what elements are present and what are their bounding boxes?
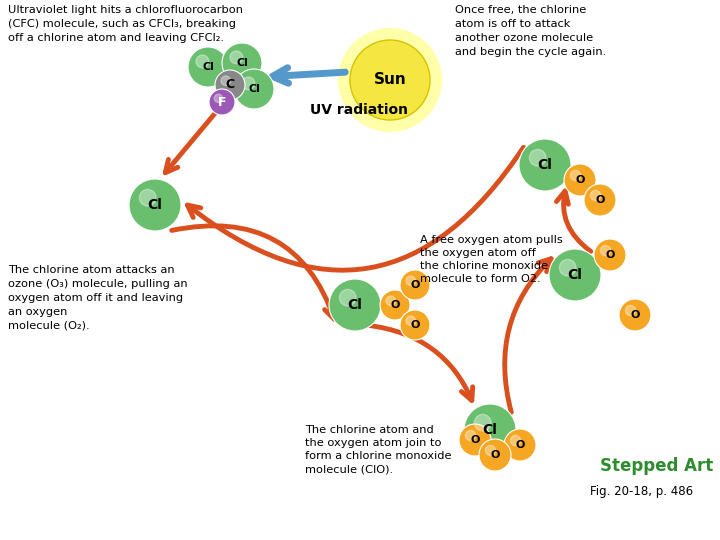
Text: Fig. 20-18, p. 486: Fig. 20-18, p. 486 [590,485,693,498]
Text: molecule to form O2.: molecule to form O2. [420,274,541,284]
Circle shape [464,404,516,456]
Circle shape [479,439,511,471]
Circle shape [196,55,209,68]
Circle shape [188,47,228,87]
Circle shape [559,259,576,276]
Text: Sun: Sun [374,72,406,87]
Text: UV radiation: UV radiation [310,103,408,117]
Circle shape [406,276,415,286]
Text: O: O [606,250,615,260]
Circle shape [221,76,230,86]
Circle shape [519,139,571,191]
Text: Cl: Cl [348,298,362,312]
Circle shape [140,190,156,206]
Text: Once free, the chlorine
atom is off to attack
another ozone molecule
and begin t: Once free, the chlorine atom is off to a… [455,5,606,57]
Circle shape [459,424,491,456]
Text: O: O [630,310,639,320]
Circle shape [594,239,626,271]
Text: the oxygen atom join to: the oxygen atom join to [305,438,441,448]
Text: Cl: Cl [148,198,163,212]
Circle shape [129,179,181,231]
Circle shape [215,70,245,100]
Text: the oxygen atom off: the oxygen atom off [420,248,536,258]
Circle shape [626,306,636,316]
Text: Cl: Cl [482,423,498,437]
Text: an oxygen: an oxygen [8,307,68,317]
Circle shape [584,184,616,216]
Text: Cl: Cl [236,58,248,68]
Circle shape [564,164,596,196]
Text: F: F [217,96,226,109]
Text: O: O [410,320,420,330]
Text: Cl: Cl [538,158,552,172]
Circle shape [400,270,430,300]
Text: The chlorine atom and: The chlorine atom and [305,425,433,435]
Circle shape [600,245,611,255]
Text: O: O [575,175,585,185]
Text: O: O [516,440,525,450]
Circle shape [549,249,601,301]
Text: molecule (ClO).: molecule (ClO). [305,464,393,474]
Circle shape [215,94,222,103]
Circle shape [386,296,395,306]
Circle shape [485,446,495,456]
Text: ozone (O₃) molecule, pulling an: ozone (O₃) molecule, pulling an [8,279,188,289]
Circle shape [339,289,356,306]
Text: The chlorine atom attacks an: The chlorine atom attacks an [8,265,175,275]
Text: molecule (O₂).: molecule (O₂). [8,321,89,331]
Text: O: O [470,435,480,445]
Text: O: O [410,280,420,290]
Circle shape [474,414,491,431]
Circle shape [338,28,442,132]
Circle shape [209,89,235,115]
Text: oxygen atom off it and leaving: oxygen atom off it and leaving [8,293,183,303]
Circle shape [222,43,262,83]
Circle shape [510,435,521,445]
Circle shape [406,316,415,326]
Text: form a chlorine monoxide: form a chlorine monoxide [305,451,451,461]
Circle shape [504,429,536,461]
Circle shape [329,279,381,331]
Text: Cl: Cl [248,84,260,94]
Text: O: O [595,195,605,205]
Text: Cl: Cl [567,268,582,282]
Circle shape [230,51,243,64]
Circle shape [529,150,546,166]
Text: the chlorine monoxide: the chlorine monoxide [420,261,548,271]
Text: C: C [225,78,235,91]
Circle shape [234,69,274,109]
Circle shape [242,77,255,90]
Circle shape [465,430,476,441]
Text: A free oxygen atom pulls: A free oxygen atom pulls [420,235,563,245]
Circle shape [350,40,430,120]
Circle shape [570,171,580,181]
Circle shape [400,310,430,340]
Circle shape [380,290,410,320]
Text: Cl: Cl [202,62,214,72]
Circle shape [619,299,651,331]
Text: Stepped Art: Stepped Art [600,457,714,475]
Text: Ultraviolet light hits a chlorofluorocarbon
(CFC) molecule, such as CFCl₃, break: Ultraviolet light hits a chlorofluorocar… [8,5,243,43]
Circle shape [590,191,600,201]
Text: O: O [490,450,500,460]
Text: O: O [390,300,400,310]
